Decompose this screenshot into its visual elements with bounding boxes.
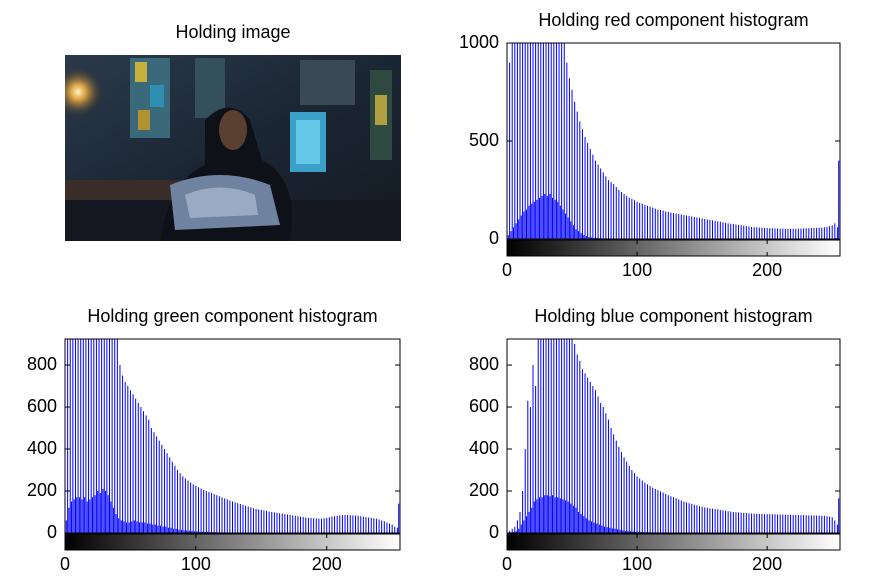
x-tick-label: 200 bbox=[752, 554, 782, 574]
x-tick-label: 100 bbox=[622, 260, 652, 280]
x-tick-label: 0 bbox=[502, 260, 512, 280]
colorbar bbox=[507, 534, 840, 550]
chart-title: Holding red component histogram bbox=[538, 10, 808, 30]
x-tick-label: 0 bbox=[60, 554, 70, 574]
y-tick-label: 1000 bbox=[459, 32, 499, 52]
y-tick-label: 500 bbox=[469, 130, 499, 150]
y-tick-label: 200 bbox=[27, 480, 57, 500]
x-tick-label: 200 bbox=[312, 554, 342, 574]
y-tick-label: 0 bbox=[489, 522, 499, 542]
y-tick-label: 0 bbox=[489, 228, 499, 248]
y-tick-label: 800 bbox=[469, 354, 499, 374]
x-tick-label: 200 bbox=[752, 260, 782, 280]
stems bbox=[507, 0, 839, 239]
x-tick-label: 100 bbox=[622, 554, 652, 574]
colorbar bbox=[65, 534, 400, 550]
y-tick-label: 600 bbox=[27, 396, 57, 416]
y-tick-label: 0 bbox=[47, 522, 57, 542]
axes-box bbox=[507, 43, 840, 239]
chart-title: Holding blue component histogram bbox=[534, 306, 812, 326]
x-tick-label: 100 bbox=[181, 554, 211, 574]
y-tick-label: 600 bbox=[469, 396, 499, 416]
y-tick-label: 200 bbox=[469, 480, 499, 500]
chart-title: Holding image bbox=[175, 22, 290, 42]
y-tick-label: 400 bbox=[469, 438, 499, 458]
y-tick-label: 800 bbox=[27, 354, 57, 374]
chart-title: Holding green component histogram bbox=[87, 306, 377, 326]
figure: Holding image Holding red component histo… bbox=[0, 0, 880, 583]
x-tick-label: 0 bbox=[502, 554, 512, 574]
colorbar bbox=[507, 240, 840, 256]
y-tick-label: 400 bbox=[27, 438, 57, 458]
photo bbox=[52, 55, 401, 241]
